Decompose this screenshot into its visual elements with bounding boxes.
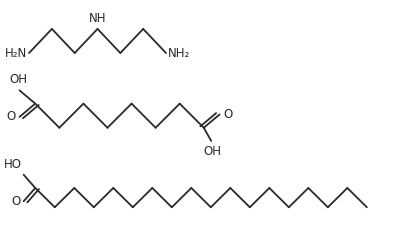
Text: HO: HO bbox=[4, 158, 22, 171]
Text: H₂N: H₂N bbox=[5, 47, 27, 60]
Text: O: O bbox=[224, 108, 233, 121]
Text: NH₂: NH₂ bbox=[168, 47, 190, 60]
Text: O: O bbox=[6, 110, 15, 123]
Text: NH: NH bbox=[89, 12, 106, 25]
Text: OH: OH bbox=[9, 73, 27, 86]
Text: OH: OH bbox=[203, 145, 221, 158]
Text: O: O bbox=[11, 195, 20, 208]
